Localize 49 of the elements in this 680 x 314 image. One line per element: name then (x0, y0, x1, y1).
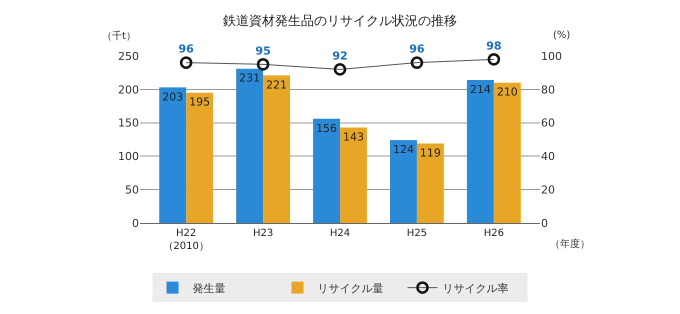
data-label: 231 (239, 72, 260, 85)
x-tick-label: H24 (330, 228, 350, 239)
y-tick-label: 50 (125, 183, 139, 196)
bar (263, 75, 290, 223)
x-tick-label: H26 (484, 228, 504, 239)
bar (416, 144, 444, 223)
y-tick-label: 100 (118, 150, 139, 164)
bar (159, 87, 186, 223)
y-axis-title: （千t） (102, 30, 136, 42)
x-tick-label: H23 (252, 228, 274, 239)
bar (236, 68, 264, 223)
bar (186, 92, 214, 223)
data-label: 221 (266, 78, 287, 92)
legend-label: リサイクル率 (442, 282, 508, 295)
data-label: 210 (496, 86, 518, 99)
bar (494, 82, 521, 223)
y2-tick-label: 60 (541, 116, 555, 130)
bar (340, 127, 367, 223)
y-tick-label: 0 (132, 216, 139, 230)
legend-label: リサイクル量 (318, 282, 384, 295)
chart-title: 鉄道資材発生品のリサイクル状況の推移 (223, 14, 457, 29)
data-label: 96 (409, 42, 425, 56)
data-label: 124 (393, 143, 414, 156)
data-label: 96 (178, 42, 194, 56)
x-tick-label: H22 （2010） (163, 228, 209, 252)
data-label: 95 (255, 44, 271, 58)
data-label: 143 (343, 130, 364, 144)
data-label: 214 (470, 83, 491, 96)
data-label: 92 (332, 49, 348, 62)
y2-axis-title: (%) (553, 30, 570, 41)
data-label: 195 (189, 96, 210, 109)
data-label: 156 (316, 122, 338, 135)
y2-tick-label: 80 (541, 83, 555, 96)
data-label: 203 (162, 90, 184, 104)
y2-tick-label: 40 (541, 150, 555, 164)
y-tick-label: 150 (118, 116, 139, 130)
data-label: 98 (486, 39, 502, 52)
bar (390, 140, 417, 223)
y2-tick-label: 100 (541, 50, 562, 63)
y-tick-label: 200 (118, 83, 139, 96)
bar (313, 118, 340, 223)
x-axis-title: （年度） (550, 238, 590, 250)
bar (466, 80, 494, 223)
data-label: 119 (420, 146, 441, 160)
y-tick-label: 250 (118, 50, 139, 63)
y2-tick-label: 20 (541, 183, 555, 196)
legend-label: 発生量 (192, 282, 226, 295)
y2-tick-label: 0 (541, 216, 548, 230)
x-tick-label: H25 (406, 228, 428, 239)
